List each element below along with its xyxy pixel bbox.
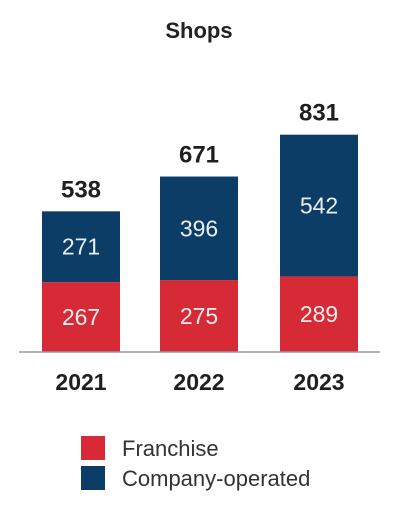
legend-swatch-company-operated [81,466,105,490]
legend-label: Company-operated [122,466,310,491]
bar-value-label: 267 [62,304,100,330]
bar-company-operated-2022 [160,176,238,281]
bar-value-label: 271 [62,234,100,260]
bar-total-label: 831 [299,100,339,127]
x-tick-label: 2023 [293,369,344,395]
bar-value-label: 275 [180,303,218,329]
legend-swatch-franchise [81,436,105,460]
legend: Franchise Company-operated [81,436,310,491]
bar-company-operated-2021 [42,211,120,283]
x-tick-label: 2022 [173,369,224,395]
bar-value-label: 542 [300,193,338,219]
bar-total-label: 538 [61,176,101,203]
chart-title: Shops [165,18,232,43]
x-tick-label: 2021 [55,369,106,395]
bar-value-label: 396 [180,215,218,241]
bar-value-label: 289 [300,301,338,327]
bar-franchise-2021 [42,282,120,352]
x-tick-labels: 2021 2022 2023 [55,369,344,395]
bar-franchise-2022 [160,280,238,352]
bar-total-label: 671 [179,142,219,169]
legend-label: Franchise [122,436,219,461]
bar-franchise-2023 [280,276,358,352]
bars-group: 267 271 538 275 396 671 289 542 831 [42,100,358,352]
bar-company-operated-2023 [280,134,358,277]
